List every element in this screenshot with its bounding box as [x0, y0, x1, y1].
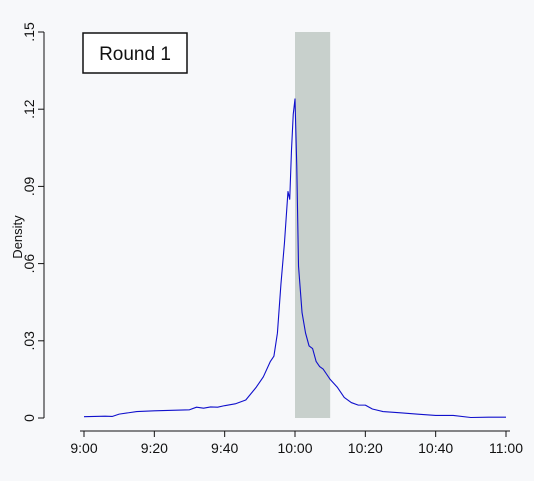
y-tick-label-2: .06	[21, 254, 37, 274]
x-tick-label-2: 9:40	[211, 440, 238, 456]
y-tick-label-5: .15	[21, 22, 37, 42]
x-tick-label-5: 10:40	[418, 440, 453, 456]
shaded-band	[295, 32, 331, 418]
y-tick-label-1: .03	[21, 331, 37, 351]
panel-label: Round 1	[99, 44, 171, 65]
x-tick-label-3: 10:00	[277, 440, 312, 456]
y-tick-label-4: .12	[21, 99, 37, 119]
x-tick-label-6: 11:00	[489, 440, 523, 456]
y-tick-label-3: .09	[21, 176, 37, 196]
panel-label-box	[82, 32, 188, 74]
y-tick-label-0: 0	[21, 414, 37, 422]
density-line-0	[83, 98, 506, 419]
y-axis-title: Density	[10, 215, 25, 259]
x-tick-label-1: 9:20	[141, 440, 168, 456]
x-tick-label-0: 9:00	[70, 440, 97, 456]
x-tick-label-4: 10:20	[348, 440, 383, 456]
